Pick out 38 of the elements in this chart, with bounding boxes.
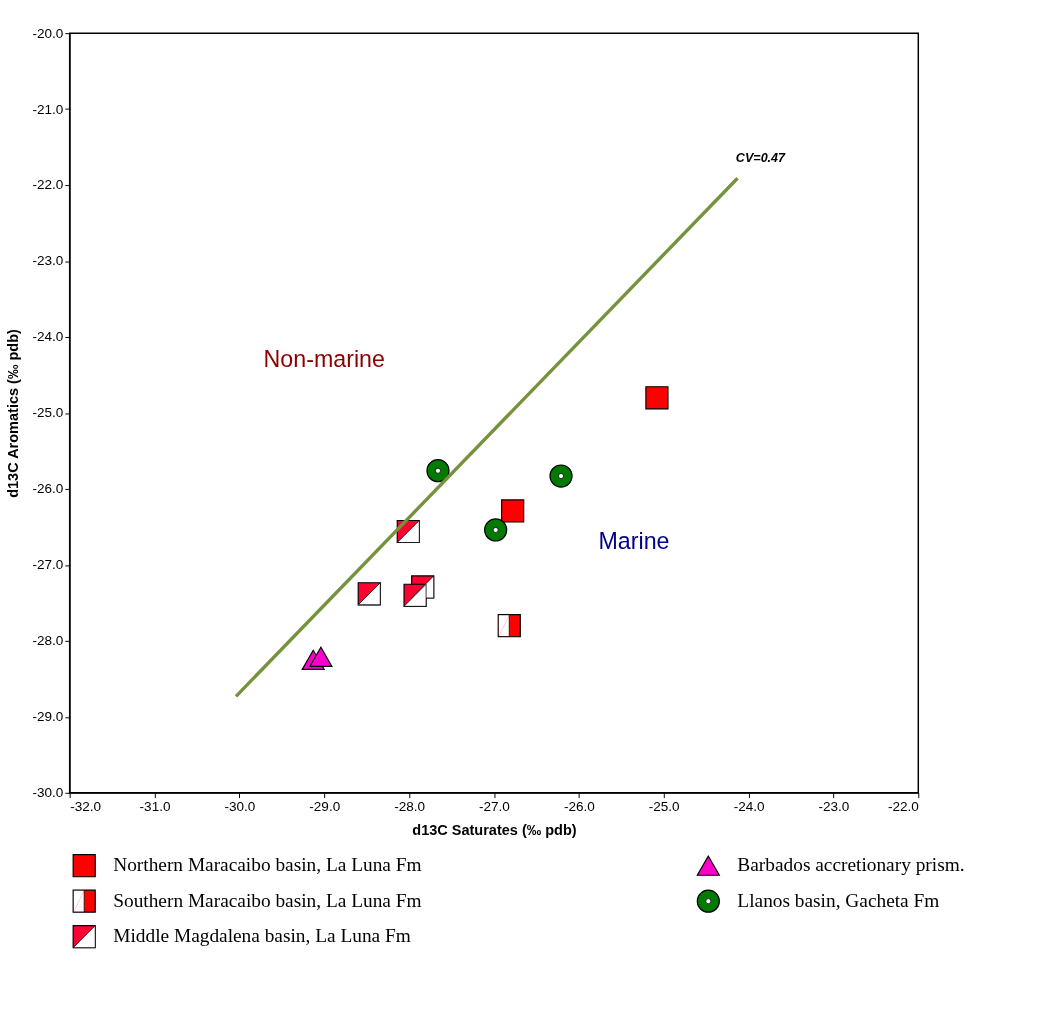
annotation: CV=0.47 bbox=[735, 151, 787, 166]
annotation: Marine bbox=[598, 527, 670, 554]
legend-label: Southern Maracaibo basin, La Luna Fm bbox=[113, 889, 422, 911]
x-tick-label: -28.0 bbox=[394, 798, 426, 814]
x-tick-label: -23.0 bbox=[818, 798, 850, 814]
y-axis-title: d13C Aromatics (‰ pdb) bbox=[4, 328, 21, 498]
point bbox=[501, 499, 525, 523]
point bbox=[645, 386, 669, 410]
x-axis-title: d13C Saturates (‰ pdb) bbox=[412, 821, 577, 838]
y-tick-label: -22.0 bbox=[32, 177, 64, 193]
x-tick-label: -30.0 bbox=[224, 798, 256, 814]
x-tick-label: -26.0 bbox=[563, 798, 595, 814]
y-tick-label: -23.0 bbox=[32, 253, 64, 269]
legend-label: Barbados accretionary prism. bbox=[737, 854, 965, 876]
x-tick-label: -31.0 bbox=[139, 798, 171, 814]
y-tick-label: -30.0 bbox=[32, 785, 64, 801]
y-tick-label: -20.0 bbox=[32, 25, 64, 41]
x-tick-label: -32.0 bbox=[70, 798, 101, 814]
y-tick-label: -25.0 bbox=[32, 405, 64, 421]
point bbox=[484, 518, 508, 542]
point bbox=[549, 464, 573, 488]
legend-label: Llanos basin, Gacheta Fm bbox=[737, 889, 940, 911]
x-tick-label: -24.0 bbox=[733, 798, 765, 814]
y-tick-label: -24.0 bbox=[32, 329, 64, 345]
x-tick-label: -29.0 bbox=[309, 798, 341, 814]
y-tick-label: -26.0 bbox=[32, 481, 64, 497]
y-tick-label: -27.0 bbox=[32, 557, 64, 573]
legend-label: Middle Magdalena basin, La Luna Fm bbox=[113, 925, 411, 947]
point bbox=[309, 646, 333, 667]
x-tick-label: -25.0 bbox=[648, 798, 680, 814]
annotation: Non-marine bbox=[263, 345, 385, 372]
x-tick-label: -27.0 bbox=[479, 798, 510, 814]
y-tick-label: -29.0 bbox=[32, 709, 64, 725]
x-tick-label: -22.0 bbox=[887, 798, 919, 814]
point bbox=[426, 459, 450, 483]
y-tick-label: -21.0 bbox=[32, 101, 64, 117]
legend-label: Northern Maracaibo basin, La Luna Fm bbox=[113, 854, 422, 876]
y-tick-label: -28.0 bbox=[32, 633, 64, 649]
